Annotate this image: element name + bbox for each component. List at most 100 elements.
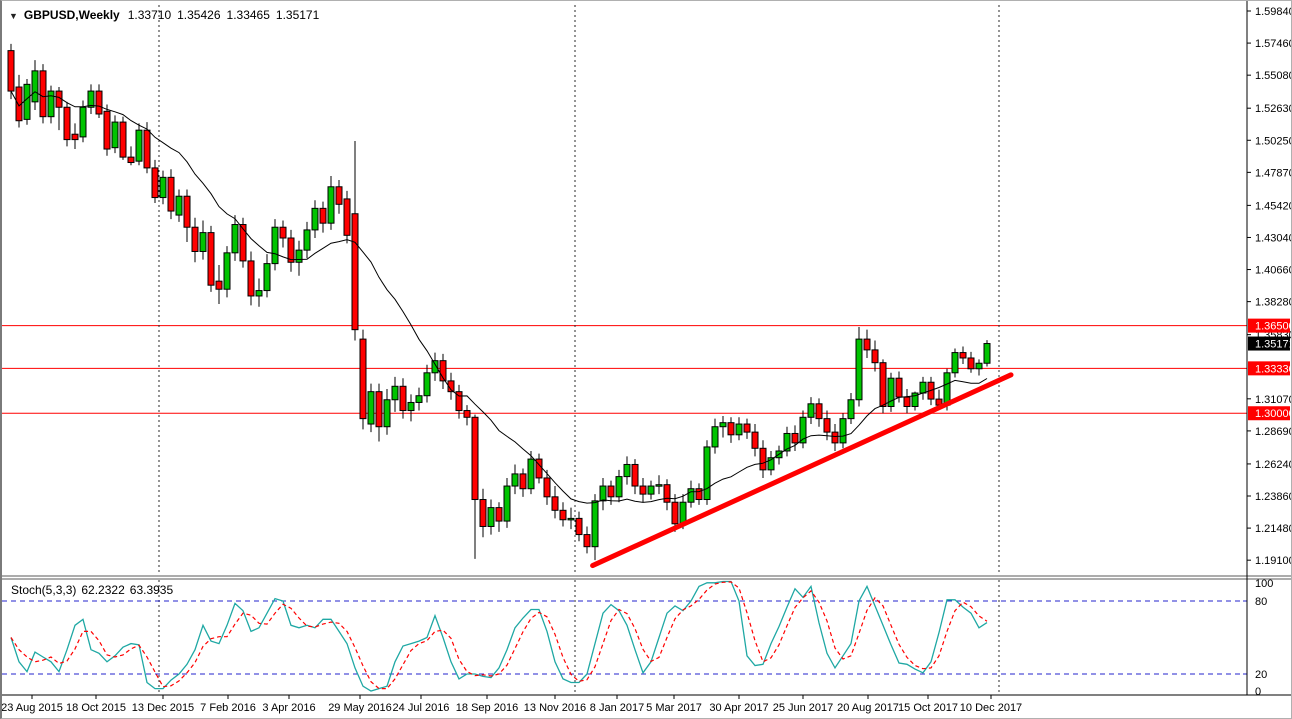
candle-down: [247, 260, 255, 297]
candle-up: [423, 372, 431, 397]
candle-up: [223, 252, 231, 290]
candle-down: [455, 391, 463, 412]
candle-down: [791, 432, 799, 444]
stoch-axis-label: 20: [1255, 669, 1267, 681]
candle-up: [31, 70, 39, 103]
stoch-signal-line: [10, 581, 988, 690]
price-axis-label: 1.43040: [1255, 232, 1291, 244]
candle-down: [447, 380, 455, 393]
candle-up: [847, 399, 855, 420]
candle-up: [383, 399, 391, 428]
stoch-main-line: [10, 580, 988, 692]
candle-down: [359, 338, 367, 420]
date-axis-label: 10 Dec 2017: [960, 702, 1022, 714]
symbol-dropdown-icon[interactable]: ▼: [9, 11, 18, 21]
date-axis-label: 18 Oct 2015: [66, 702, 126, 714]
candle-down: [279, 226, 287, 239]
candle-down: [7, 50, 15, 92]
candle-up: [687, 488, 695, 503]
current-price-badge: 1.35171: [1255, 339, 1291, 351]
candle-down: [119, 121, 127, 158]
candle-down: [399, 385, 407, 412]
candle-down: [607, 485, 615, 498]
candle-down: [751, 431, 759, 449]
candle-up: [711, 426, 719, 448]
candle-down: [543, 477, 551, 498]
indicator-label: Stoch(5,3,3) 62.2322 63.3935: [11, 583, 178, 597]
candle-up: [47, 90, 55, 118]
candle-down: [351, 213, 359, 331]
candle-up: [503, 485, 511, 522]
moving-average-line: [10, 90, 988, 504]
candle-down: [151, 167, 159, 199]
candle-down: [631, 463, 639, 487]
candle-down: [831, 431, 839, 444]
candle-down: [319, 207, 327, 224]
date-axis-label: 13 Nov 2016: [524, 702, 586, 714]
candle-down: [127, 156, 135, 164]
candle-down: [15, 86, 23, 122]
quote-high: 1.35426: [177, 8, 221, 22]
price-axis-label: 1.59840: [1255, 6, 1291, 18]
candle-down: [743, 423, 751, 433]
candle-down: [479, 499, 487, 527]
candle-up: [487, 507, 495, 527]
candle-up: [911, 392, 919, 408]
candle-down: [167, 176, 175, 212]
trendline[interactable]: [590, 372, 1014, 569]
candle-up: [367, 391, 375, 425]
candle-up: [567, 517, 575, 521]
candle-down: [863, 338, 871, 351]
candle-up: [799, 416, 807, 444]
current-price-badge-bg: [1248, 336, 1290, 351]
quote-close: 1.35171: [275, 8, 320, 22]
price-axis-strip[interactable]: [1248, 1, 1291, 718]
price-axis-label: 1.21480: [1255, 523, 1291, 535]
candle-up: [23, 83, 31, 120]
candle-down: [815, 403, 823, 420]
date-axis-label: 3 Apr 2016: [262, 702, 315, 714]
candle-down: [575, 517, 583, 536]
candle-down: [439, 360, 447, 382]
date-axis-label: 8 Jan 2017: [590, 702, 644, 714]
candle-up: [271, 226, 279, 265]
candle-down: [335, 186, 343, 205]
candle-up: [431, 360, 439, 374]
candle-up: [295, 249, 303, 263]
price-level-badge: 1.30000: [1255, 408, 1291, 420]
candle-down: [663, 484, 671, 503]
candle-down: [63, 106, 71, 141]
candle-up: [175, 195, 183, 216]
candle-up: [655, 484, 663, 487]
price-level-badge: 1.36500: [1255, 321, 1291, 333]
candle-up: [87, 90, 95, 108]
candle-up: [983, 343, 991, 364]
candle-down: [903, 396, 911, 408]
candle-down: [463, 410, 471, 418]
candle-down: [375, 391, 383, 428]
quote-open: 1.33710: [127, 8, 172, 22]
candle-up: [79, 106, 87, 138]
candle-up: [263, 263, 271, 292]
candle-up: [767, 457, 775, 471]
price-axis-label: 1.31070: [1255, 394, 1291, 406]
price-axis-label: 1.38280: [1255, 297, 1291, 309]
date-axis-label: 29 May 2016: [328, 702, 392, 714]
candle-down: [39, 70, 47, 118]
symbol-label: GBPUSD,Weekly: [23, 8, 120, 22]
candle-up: [855, 338, 863, 401]
candle-down: [583, 534, 591, 548]
candle-up: [199, 232, 207, 252]
candle-down: [559, 509, 567, 521]
candle-down: [871, 349, 879, 364]
price-level-badge-bg: [1248, 318, 1290, 333]
candle-down: [287, 237, 295, 263]
candle-down: [71, 133, 79, 141]
candle-up: [599, 485, 607, 502]
candle-down: [895, 377, 903, 398]
date-axis-label: 23 Aug 2015: [2, 702, 63, 714]
price-axis-label: 1.57460: [1255, 38, 1291, 50]
candle-down: [183, 195, 191, 228]
candle-down: [695, 488, 703, 501]
